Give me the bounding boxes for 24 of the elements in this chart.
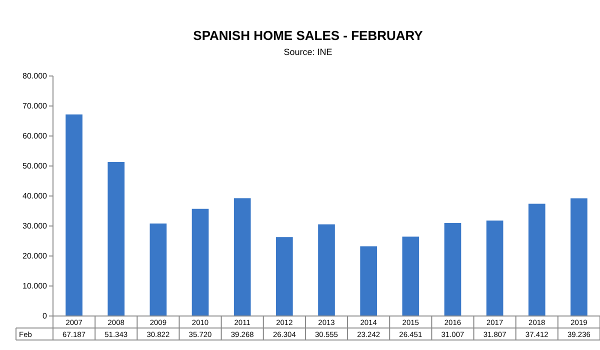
y-tick-label: 20.000 (22, 252, 48, 261)
bar (234, 198, 251, 316)
y-tick-label: 10.000 (22, 282, 48, 291)
y-tick-label: 0 (42, 312, 48, 321)
y-tick-label: 30.000 (22, 222, 48, 231)
chart-subtitle: Source: INE (284, 47, 332, 57)
bar (318, 224, 335, 316)
bar (192, 208, 209, 316)
y-tick-label: 70.000 (22, 102, 48, 111)
bar (66, 114, 82, 316)
y-tick-label: 40.000 (22, 192, 48, 201)
bar (528, 204, 546, 316)
y-tick-label: 80.000 (22, 72, 48, 81)
bar (444, 222, 462, 316)
bar (360, 246, 377, 316)
bar (402, 236, 420, 316)
bar (150, 224, 167, 316)
y-tick-label: 60.000 (22, 132, 48, 141)
bar (108, 162, 125, 316)
y-tick-label: 50.000 (22, 162, 48, 171)
bar (570, 198, 588, 316)
chart-title: SPANISH HOME SALES - FEBRUARY (193, 28, 424, 43)
bar (486, 220, 504, 316)
bar (276, 237, 293, 316)
